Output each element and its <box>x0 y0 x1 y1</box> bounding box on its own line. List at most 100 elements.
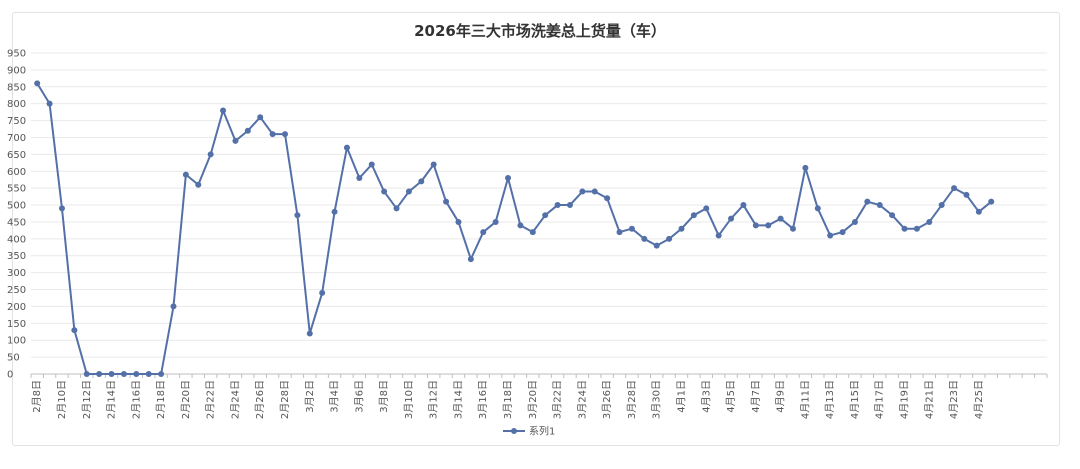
data-point <box>901 225 908 232</box>
data-point <box>889 212 896 219</box>
series-line <box>36 82 992 375</box>
x-tick-label: 3月12日 <box>428 380 440 419</box>
data-point <box>294 212 301 219</box>
y-tick-label: 550 <box>7 184 26 195</box>
y-tick-label: 50 <box>7 353 20 364</box>
y-tick-label: 450 <box>7 217 26 228</box>
x-tick-label: 3月28日 <box>626 380 638 419</box>
gridlines <box>31 52 1047 358</box>
data-point <box>331 208 338 215</box>
x-tick-label: 3月22日 <box>552 380 564 419</box>
legend-marker <box>511 428 517 434</box>
data-point <box>505 175 512 182</box>
y-axis-ticks: 0 50 100 150 200 250 300 350 400 450 500 550 600 650 7… <box>7 49 26 381</box>
y-tick-label: 650 <box>7 150 26 161</box>
x-tick-label: 3月8日 <box>378 380 390 413</box>
data-point <box>690 212 697 219</box>
x-tick-label: 3月10日 <box>403 380 415 419</box>
x-tick-label: 3月16日 <box>477 380 489 419</box>
data-point <box>703 205 710 212</box>
x-tick-label: 3月24日 <box>576 380 588 419</box>
x-tick-label: 2月14日 <box>106 380 118 419</box>
legend: 系列1 <box>503 425 555 438</box>
x-tick-label: 4月7日 <box>750 380 762 413</box>
data-point <box>641 235 648 242</box>
data-point <box>765 222 772 229</box>
x-tick-label: 2月20日 <box>180 380 192 419</box>
data-point <box>678 225 685 232</box>
data-point <box>554 202 561 209</box>
x-tick-label: 2月12日 <box>81 380 93 419</box>
x-tick-label: 2月16日 <box>130 380 142 419</box>
data-point <box>220 107 227 114</box>
data-point <box>46 100 53 107</box>
data-point <box>232 137 239 144</box>
x-tick-label: 2月18日 <box>155 380 167 419</box>
y-tick-label: 600 <box>7 167 26 178</box>
x-tick-label: 2月8日 <box>31 380 43 413</box>
data-point <box>913 225 920 232</box>
y-tick-label: 850 <box>7 82 26 93</box>
data-point <box>492 218 499 225</box>
data-point <box>133 371 140 377</box>
data-point <box>752 222 759 229</box>
data-point <box>591 188 598 195</box>
data-point <box>876 202 883 209</box>
x-tick-label: 4月19日 <box>899 380 911 419</box>
y-tick-label: 250 <box>7 285 26 296</box>
x-tick-label: 3月14日 <box>452 380 464 419</box>
data-point <box>802 164 809 171</box>
y-tick-label: 800 <box>7 99 26 110</box>
y-tick-label: 150 <box>7 319 26 330</box>
data-point <box>517 222 524 229</box>
y-tick-label: 0 <box>7 370 13 381</box>
data-point <box>182 171 189 178</box>
data-point <box>480 229 487 236</box>
data-point <box>715 232 722 239</box>
x-tick-label: 4月11日 <box>799 380 811 419</box>
data-point <box>170 303 177 310</box>
data-point <box>604 195 611 202</box>
data-point <box>963 191 970 198</box>
x-tick-label: 3月2日 <box>304 380 316 413</box>
data-point <box>257 114 264 121</box>
data-point <box>628 225 635 232</box>
y-tick-label: 900 <box>7 65 26 76</box>
y-tick-label: 100 <box>7 336 26 347</box>
data-point <box>145 371 152 377</box>
data-point <box>864 198 871 205</box>
data-point <box>777 215 784 222</box>
data-point <box>58 205 65 212</box>
x-tick-label: 4月1日 <box>675 380 687 413</box>
x-tick-label: 2月10日 <box>56 380 68 419</box>
x-tick-label: 4月13日 <box>824 380 836 419</box>
data-point <box>839 229 846 236</box>
y-tick-label: 400 <box>7 234 26 245</box>
data-point <box>381 188 388 195</box>
data-point <box>319 289 326 296</box>
x-tick-label: 3月26日 <box>601 380 613 419</box>
x-tick-label: 2月28日 <box>279 380 291 419</box>
data-point <box>244 127 251 134</box>
data-point <box>467 256 474 263</box>
data-point <box>951 185 958 192</box>
x-tick-label: 4月15日 <box>849 380 861 419</box>
x-tick-label: 4月23日 <box>948 380 960 419</box>
legend-label: 系列1 <box>529 425 555 438</box>
x-tick-label: 4月5日 <box>725 380 737 413</box>
y-tick-label: 200 <box>7 302 26 313</box>
y-tick-label: 350 <box>7 251 26 262</box>
y-tick-label: 500 <box>7 201 26 212</box>
data-point <box>120 371 127 377</box>
x-tick-label: 2月22日 <box>205 380 217 419</box>
data-point <box>827 232 834 239</box>
data-point <box>851 218 858 225</box>
data-point <box>343 144 350 151</box>
y-tick-label: 700 <box>7 133 26 144</box>
series-group <box>34 80 995 377</box>
data-point <box>975 208 982 215</box>
data-point <box>306 330 313 337</box>
y-tick-label: 950 <box>7 49 26 60</box>
data-point <box>926 218 933 225</box>
